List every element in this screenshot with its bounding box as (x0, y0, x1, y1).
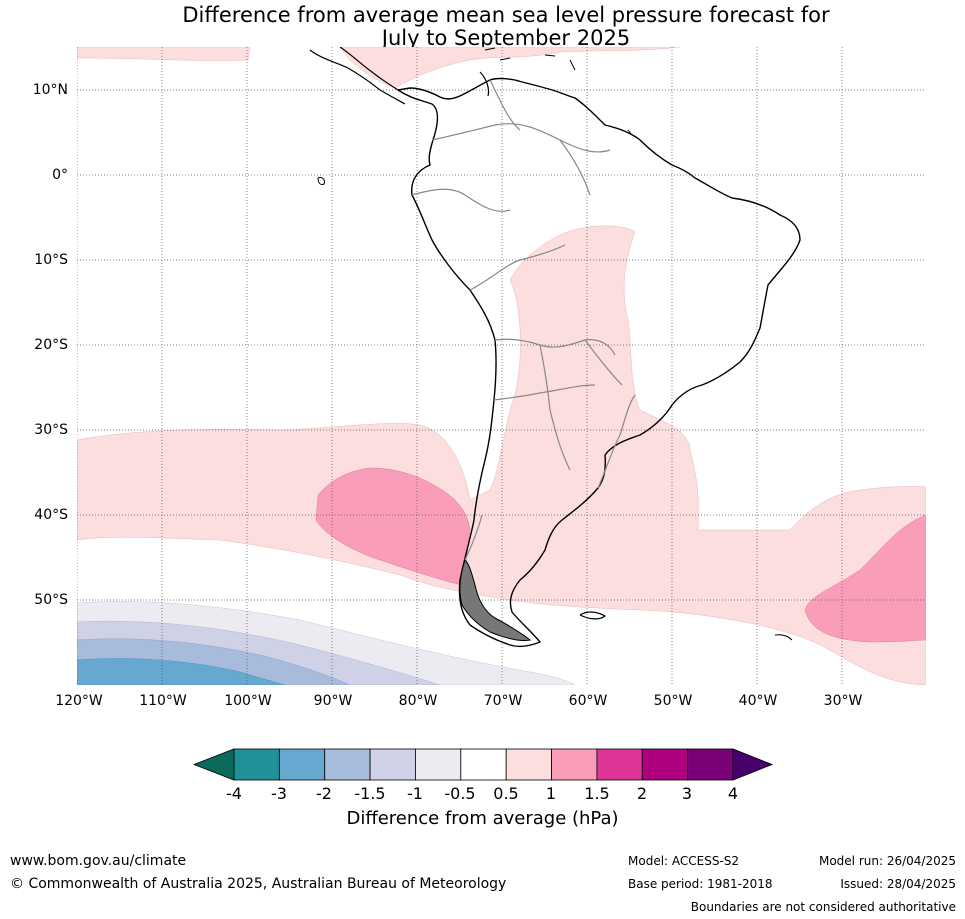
lon-label-90w: 90°W (313, 693, 353, 709)
lat-label-50s: 50°S (34, 592, 68, 608)
colorbar-swatch (369, 748, 416, 781)
falkland-islands (579, 611, 607, 620)
lon-label-50w: 50°W (653, 693, 693, 709)
lon-label-60w: 60°W (568, 693, 608, 709)
tierra-del-fuego (459, 559, 532, 641)
copyright-text: © Commonwealth of Australia 2025, Austra… (10, 876, 507, 892)
map-title: Difference from average mean sea level p… (0, 4, 965, 50)
anomaly-positive-medium-atlantic (804, 514, 926, 643)
anomaly-positive-light-region (77, 225, 926, 685)
disclaimer-text: Boundaries are not considered authoritat… (690, 900, 956, 914)
colorbar-label: -0.5 (444, 784, 476, 803)
issued-text: Issued: 28/04/2025 (840, 877, 956, 891)
galapagos-islands (317, 177, 325, 185)
lon-label-120w: 120°W (55, 693, 103, 709)
colorbar-swatch (596, 748, 643, 781)
base-period-text: Base period: 1981-2018 (628, 877, 773, 891)
colorbar-swatch (233, 748, 280, 781)
lon-label-100w: 100°W (224, 693, 272, 709)
colorbar-extend-low (192, 748, 235, 781)
map-title-line2: July to September 2025 (381, 26, 631, 50)
colorbar-label: 1 (545, 784, 557, 803)
colorbar-extend-high (732, 748, 774, 781)
anomaly-positive-light-caribbean (339, 47, 681, 89)
website-link[interactable]: www.bom.gov.au/climate (10, 853, 187, 869)
colorbar-label: 2 (636, 784, 648, 803)
lat-label-40s: 40°S (34, 507, 68, 523)
lon-label-40w: 40°W (738, 693, 778, 709)
colorbar-label: -1 (407, 784, 423, 803)
map-title-line1: Difference from average mean sea level p… (182, 3, 830, 27)
lat-label-0: 0° (52, 167, 68, 183)
colorbar-label: -2 (316, 784, 332, 803)
lon-label-110w: 110°W (139, 693, 187, 709)
lon-label-30w: 30°W (823, 693, 863, 709)
lat-label-10s: 10°S (34, 252, 68, 268)
colorbar-swatch (415, 748, 462, 781)
colorbar-swatch (641, 748, 689, 781)
colorbar-label: 0.5 (493, 784, 519, 803)
graticule (77, 47, 926, 685)
lat-label-20s: 20°S (34, 337, 68, 353)
colorbar-swatch (687, 748, 734, 781)
lat-label-10n: 10°N (32, 82, 68, 98)
colorbar-label: 4 (727, 784, 739, 803)
colorbar-swatch (551, 748, 598, 781)
colorbar-label: -4 (226, 784, 242, 803)
anomaly-positive-medium-pacific (315, 467, 471, 586)
caribbean-islands (484, 47, 633, 136)
south-georgia-island (774, 634, 793, 641)
colorbar-swatch (505, 748, 552, 781)
model-run-text: Model run: 26/04/2025 (818, 854, 956, 868)
colorbar-label: -3 (271, 784, 287, 803)
anomaly-positive-light-north (77, 47, 251, 61)
colorbar-label: 1.5 (584, 784, 610, 803)
lon-label-70w: 70°W (483, 693, 523, 709)
colorbar-swatch (278, 748, 326, 781)
lat-label-30s: 30°S (34, 422, 68, 438)
colorbar (192, 748, 774, 781)
colorbar-label: -1.5 (354, 784, 386, 803)
colorbar-label: 3 (681, 784, 693, 803)
colorbar-title: Difference from average (hPa) (346, 808, 619, 829)
country-borders (411, 79, 636, 561)
colorbar-swatch (324, 748, 371, 781)
central-america-coastline (309, 47, 490, 105)
colorbar-swatch (460, 748, 507, 781)
model-text: Model: ACCESS-S2 (628, 854, 740, 868)
anomaly-negative-band-4 (77, 658, 286, 685)
south-america-coastline (397, 77, 801, 648)
lon-label-80w: 80°W (398, 693, 438, 709)
